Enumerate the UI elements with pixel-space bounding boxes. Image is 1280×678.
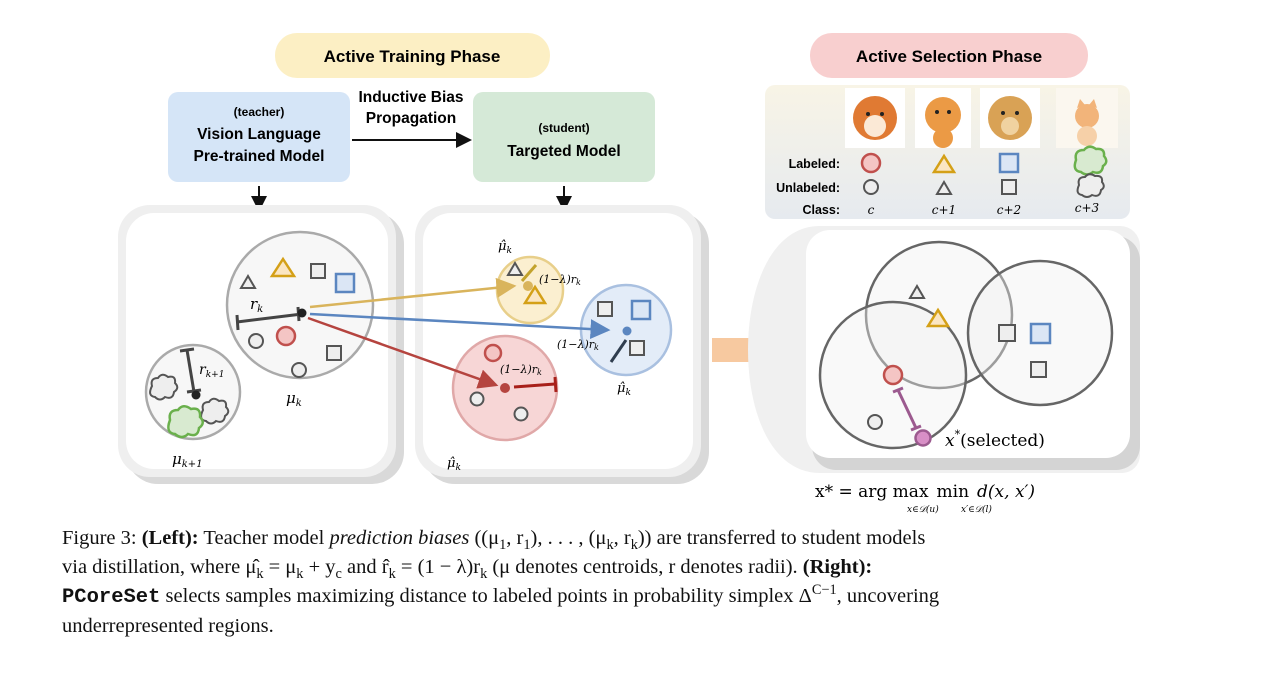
legend-labeled-circle (860, 152, 882, 174)
label-mu-hat-red: μ̂k (447, 456, 461, 473)
centroid-mu-k (297, 308, 307, 318)
centroid-red (500, 383, 510, 393)
training-phase-pill (275, 33, 550, 78)
label-shrunk-yellow: (1−λ)rk (539, 273, 581, 287)
caption-line-2: via distillation, where μ̂k = μk + yc an… (62, 556, 873, 583)
radius-bar-rk (236, 312, 303, 324)
propagation-line1: Inductive Bias (358, 89, 463, 106)
student-line1: Targeted Model (507, 143, 620, 160)
radius-bar-yellow (520, 264, 538, 282)
teacher-line1: Vision Language (197, 126, 321, 143)
arrow-to-red (307, 316, 499, 389)
labeled-cloud (167, 405, 204, 439)
figure-diagram: Active Training Phase (teacher) Vision L… (118, 33, 1140, 515)
unlabeled-square (1030, 361, 1047, 378)
legend-labeled-triangle (931, 153, 957, 174)
formula-sub-min: x′∈𝒟(l) (961, 504, 992, 515)
student-box (473, 92, 655, 182)
selection-formula: x* = arg max min d(x, x′) (815, 482, 1035, 502)
legend-class-c3: c+3 (1075, 201, 1100, 215)
caption-line-4: underrepresented regions. (62, 615, 274, 637)
unlabeled-circle (291, 362, 307, 378)
teacher-line2: Pre-trained Model (194, 148, 325, 165)
unlabeled-cloud (200, 397, 230, 425)
unlabeled-square (310, 263, 326, 279)
teacher-box (168, 92, 350, 182)
unlabeled-square (629, 340, 645, 356)
student-role: (student) (538, 121, 589, 135)
legend-unlabeled-cloud (1076, 173, 1105, 198)
unlabeled-circle (513, 406, 529, 422)
legend-unlabeled-circle (863, 179, 879, 195)
caption-line-1: Figure 3: (Left): Teacher model predicti… (62, 527, 926, 554)
label-shrunk-red: (1−λ)rk (500, 363, 542, 377)
selection-phase-title: Active Selection Phase (856, 47, 1042, 66)
class-image-golden (980, 88, 1040, 148)
centroid-mu-k1 (191, 390, 201, 400)
labeled-square (334, 272, 356, 294)
propagation-line2: Propagation (366, 110, 456, 127)
label-shrunk-blue: (1−λ)rk (557, 338, 599, 352)
label-mu-k1: μk+1 (172, 450, 203, 470)
unlabeled-circle (248, 333, 264, 349)
arrow-to-yellow (309, 277, 517, 309)
labeled-triangle (925, 307, 951, 328)
unlabeled-square (597, 301, 613, 317)
teacher-role: (teacher) (234, 105, 285, 119)
label-mu-hat-blue: μ̂k (617, 381, 631, 398)
legend-unlabeled-square (1001, 179, 1017, 195)
labeled-square (1029, 322, 1052, 345)
legend-class-c1: c+1 (932, 203, 956, 217)
unlabeled-circle (469, 391, 485, 407)
labeled-triangle (269, 256, 297, 278)
legend-class-label: Class: (802, 203, 840, 217)
class-image-pomeranian (915, 88, 971, 148)
unlabeled-triangle (239, 274, 257, 289)
legend-labeled-square (998, 152, 1020, 174)
radius-bar-red (513, 382, 556, 389)
label-rk: rk (250, 295, 263, 315)
selection-phase-pill (810, 33, 1088, 78)
selected-label: x*(selected) (945, 428, 1045, 451)
unlabeled-triangle (908, 284, 926, 299)
legend-unlabeled-triangle (935, 180, 953, 195)
unlabeled-triangle (506, 261, 524, 276)
selected-sample (914, 429, 932, 447)
labeled-triangle (522, 284, 548, 305)
unlabeled-circle (867, 414, 883, 430)
legend-labeled-cloud (1073, 145, 1108, 176)
labeled-circle (483, 343, 503, 363)
unlabeled-square (326, 345, 342, 361)
labeled-circle (882, 364, 904, 386)
legend-class-c: c (868, 203, 875, 217)
class-image-shiba (845, 88, 905, 148)
label-mu-k: μk (286, 389, 302, 409)
label-rk1: rk+1 (199, 362, 224, 380)
centroid-yellow (523, 281, 533, 291)
figure-caption: Figure 3: (Left): Teacher model predicti… (62, 524, 1220, 641)
caption-line-3: PCoreSet selects samples maximizing dist… (62, 582, 940, 609)
distance-bar (896, 389, 918, 429)
formula-sub-argmax: x∈𝒟(u) (907, 504, 939, 515)
label-mu-hat-yellow: μ̂k (498, 239, 512, 256)
legend-class-c2: c+2 (997, 203, 1021, 217)
labeled-square (630, 299, 652, 321)
training-phase-title: Active Training Phase (324, 47, 501, 66)
teacher-cluster-k (225, 230, 375, 380)
centroid-blue (622, 326, 632, 336)
unlabeled-square (998, 324, 1016, 342)
radius-bar-blue (609, 339, 628, 363)
radius-bar-rk1 (185, 349, 196, 393)
legend-labeled-label: Labeled: (789, 157, 840, 171)
legend-unlabeled-label: Unlabeled: (776, 181, 840, 195)
unlabeled-cloud (149, 373, 179, 401)
arrow-to-blue (309, 312, 611, 340)
class-image-kitten (1056, 88, 1118, 148)
labeled-circle (275, 325, 297, 347)
